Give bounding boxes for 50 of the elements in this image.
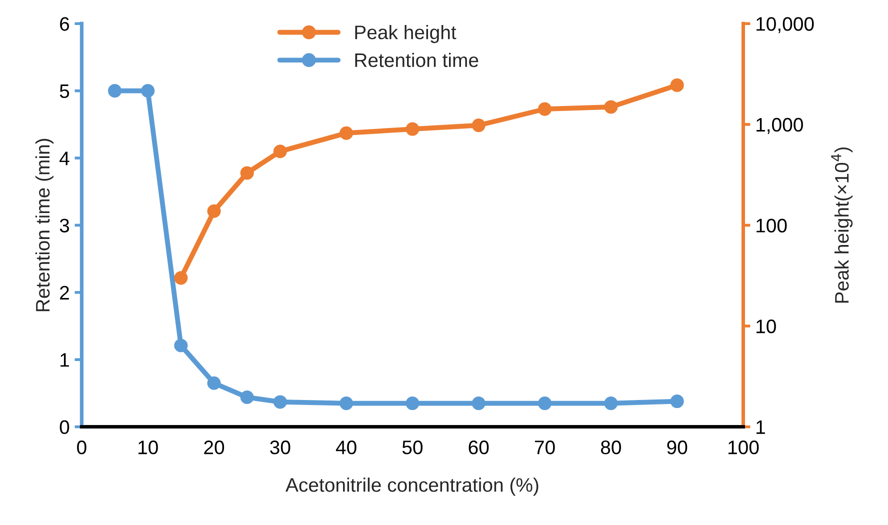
x-axis-title: Acetonitrile concentration (%) — [286, 478, 538, 496]
y2-tick-label: 1,000 — [756, 118, 803, 134]
y-tick-label: 6 — [60, 17, 70, 31]
point — [207, 376, 221, 390]
point — [273, 395, 287, 409]
point — [472, 396, 486, 410]
y-axis-title: Retention time (min) — [35, 138, 54, 312]
point — [273, 144, 287, 158]
legend-label: Retention time — [355, 52, 478, 68]
x-tick-label: 50 — [402, 440, 423, 454]
y-tick-label: 0 — [60, 420, 70, 434]
y-tick-label: 4 — [60, 152, 70, 166]
point — [472, 118, 486, 132]
point — [174, 338, 188, 352]
y-tick-label: 1 — [60, 353, 69, 367]
point — [108, 84, 122, 98]
point — [604, 396, 618, 410]
point — [340, 126, 354, 140]
point — [207, 204, 221, 218]
y2-axis-title: Peak height(×10$^{4}$) — [831, 147, 853, 303]
x-tick-label: 0 — [77, 440, 86, 454]
y-tick-label: 5 — [60, 84, 70, 98]
x-tick-label: 60 — [468, 440, 489, 454]
x-tick-label: 90 — [667, 440, 688, 454]
y-tick-label: 3 — [60, 218, 70, 232]
point — [670, 394, 684, 408]
y2-tick-label: 10 — [756, 319, 776, 334]
point — [538, 102, 552, 116]
legend-label: Peak height — [355, 24, 456, 44]
point — [141, 84, 155, 98]
x-tick-label: 10 — [138, 440, 158, 454]
y2-tick-label: 10,000 — [756, 17, 814, 34]
y2-tick-label: 1 — [756, 420, 765, 434]
y-tick-label: 2 — [60, 286, 69, 300]
x-tick-label: 70 — [534, 440, 555, 454]
x-tick-label: 20 — [204, 440, 224, 454]
point — [406, 396, 420, 410]
point — [670, 78, 684, 92]
point — [240, 166, 254, 180]
x-tick-label: 100 — [728, 440, 759, 454]
point — [174, 271, 188, 285]
x-tick-label: 80 — [600, 440, 621, 454]
y2-tick-label: 100 — [756, 218, 787, 232]
x-tick-label: 30 — [270, 440, 290, 454]
x-tick-label: 40 — [336, 440, 356, 454]
point — [240, 390, 254, 404]
point — [538, 396, 552, 410]
point — [604, 100, 618, 114]
point — [340, 396, 354, 410]
point — [406, 122, 420, 136]
